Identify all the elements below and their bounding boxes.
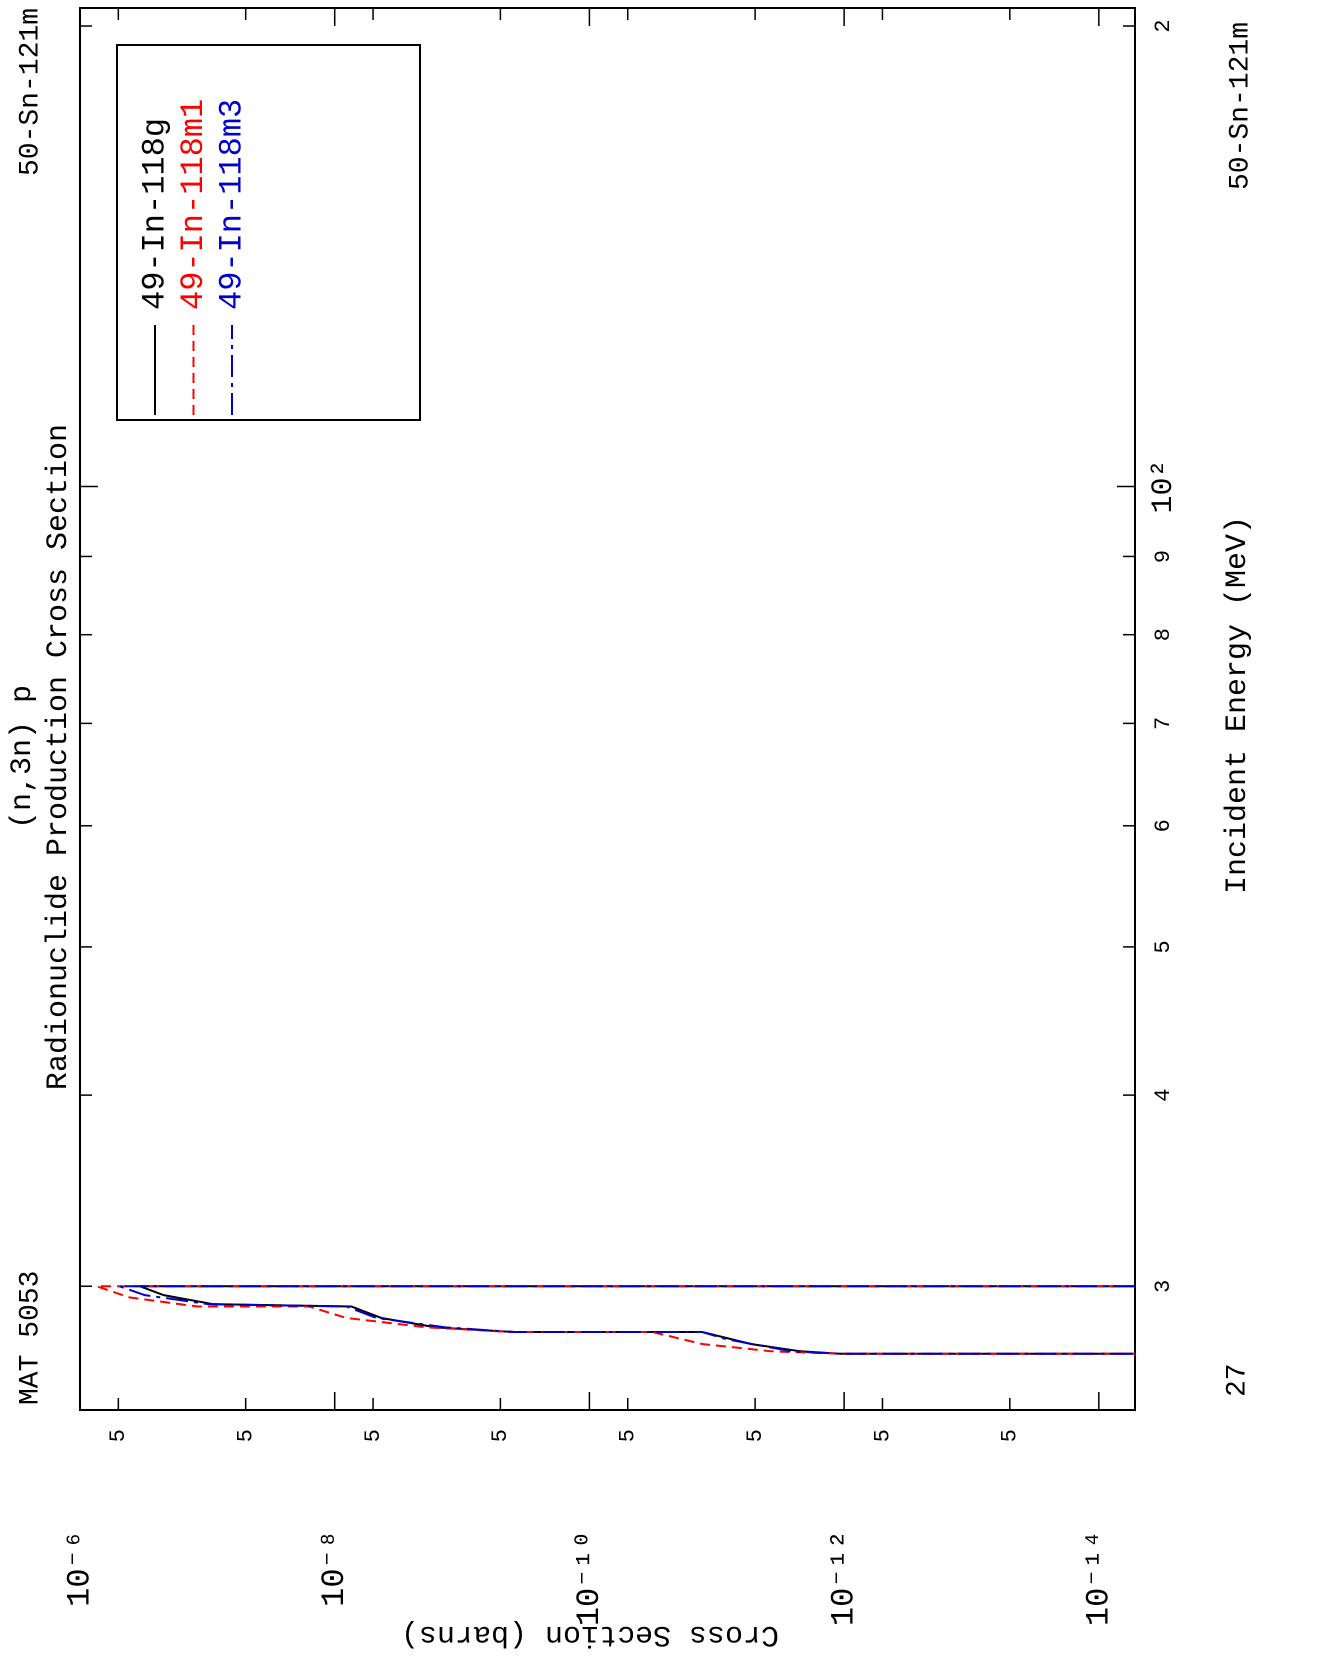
legend-label: 49-In-118m1 [175,99,212,310]
y-tick-label: 5 [361,1429,386,1442]
header-left: MAT 5053 [15,1271,46,1405]
y-tick-label: 5 [998,1429,1023,1442]
series-line [119,1285,1135,1355]
x-tick-label: 8 [1151,628,1176,641]
x-tick-label: 6 [1151,819,1176,832]
chart-title: Radionuclide Production Cross Section [42,424,76,1090]
y-tick-label: 10⁻¹⁴ [1080,1530,1117,1626]
x-tick-label: 2 [1151,19,1176,32]
y-tick-label: 5 [106,1429,131,1442]
y-tick-label: 5 [870,1429,895,1442]
footer-left: 27 [1222,1363,1253,1397]
y-tick-label: 5 [488,1429,513,1442]
legend-label: 49-In-118g [136,118,173,310]
legend-label: 49-In-118m3 [213,99,250,310]
y-tick-label: 5 [743,1429,768,1442]
x-tick-label: 9 [1151,550,1176,563]
y-tick-label: 10⁻¹⁰ [571,1530,608,1626]
header-right: 50-Sn-121m [15,8,46,176]
y-tick-label: 5 [234,1429,259,1442]
series-line [96,1285,1135,1355]
x-tick-label: 5 [1151,940,1176,953]
plot-area: MAT 5053 50-Sn-121m (n,3n) p Radionuclid… [6,7,1256,1651]
y-tick-label: 10⁻⁸ [316,1530,353,1607]
x-tick-label: 7 [1151,717,1176,730]
footer-right: 50-Sn-121m [1225,22,1256,190]
y-tick-label: 10⁻¹² [826,1530,863,1626]
x-axis-label: Incident Energy (MeV) [1221,516,1255,894]
x-tick-label: 10² [1147,459,1181,513]
y-axis-label: Cross Section (barns) [401,1617,779,1651]
x-tick-label: 4 [1151,1089,1176,1102]
x-tick-label: 3 [1151,1280,1176,1293]
chart-subtitle: (n,3n) p [6,685,40,829]
plot-frame [79,7,1136,1411]
y-tick-label: 5 [616,1429,641,1442]
series-line [139,1285,1135,1355]
y-tick-label: 10⁻⁶ [61,1530,98,1607]
